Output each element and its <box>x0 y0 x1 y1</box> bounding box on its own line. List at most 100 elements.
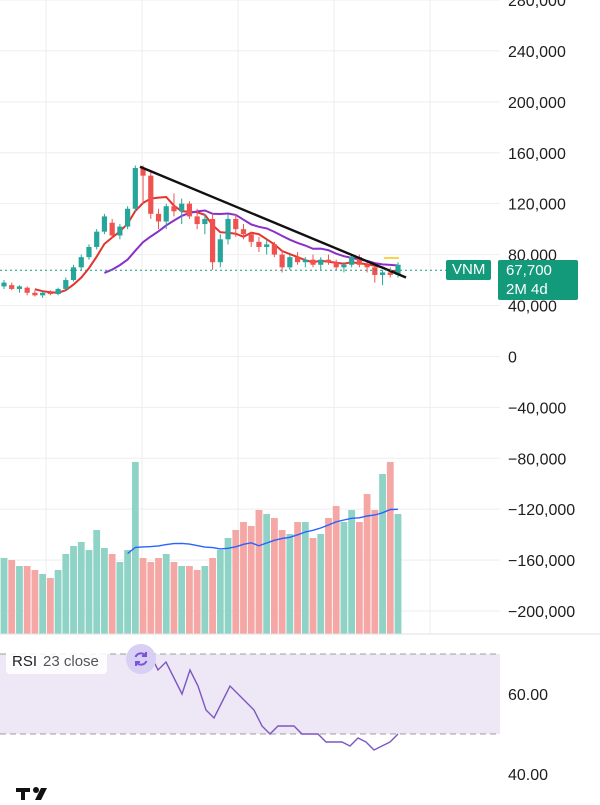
volume-bar <box>371 510 379 634</box>
bar-countdown: 2M 4d <box>506 281 548 298</box>
candle-body <box>233 218 239 230</box>
candle-body <box>155 213 162 222</box>
candle <box>148 170 154 219</box>
candle <box>155 208 162 230</box>
candle-body <box>32 292 38 296</box>
candle <box>240 224 247 240</box>
price-axis-tick: 40,000 <box>508 299 557 316</box>
candle <box>16 285 23 293</box>
candle <box>271 241 277 258</box>
volume-bar <box>232 530 240 634</box>
candle-body <box>379 272 386 275</box>
volume-bar <box>116 562 124 634</box>
candle <box>248 231 254 247</box>
volume-bar <box>286 534 294 634</box>
volume-bar <box>247 526 255 634</box>
candle-body <box>163 206 169 222</box>
candle <box>1 280 7 289</box>
volume-bar <box>332 506 340 634</box>
volume-bar <box>348 510 356 634</box>
volume-bar <box>224 538 232 634</box>
candle <box>132 165 138 212</box>
volume-bar <box>178 566 186 634</box>
price-axis-tick: 200,000 <box>508 95 566 112</box>
candle <box>349 254 355 268</box>
candle-body <box>225 218 231 240</box>
price-axis: 280,000240,000200,000160,000120,00080,00… <box>508 0 575 621</box>
volume-bar <box>0 558 8 634</box>
candle <box>70 264 77 282</box>
candle <box>264 239 270 255</box>
volume-bar <box>255 510 263 634</box>
candle-body <box>179 203 185 212</box>
candle-body <box>240 229 247 235</box>
candle-body <box>9 285 15 289</box>
symbol-tag: VNM <box>446 260 492 280</box>
candle <box>24 286 30 296</box>
candle-body <box>364 264 370 268</box>
candle-body <box>202 218 208 225</box>
candle-body <box>55 288 61 295</box>
candle-body <box>24 287 30 293</box>
volume-bar <box>394 514 402 634</box>
candle <box>202 213 208 235</box>
candle-body <box>310 259 316 265</box>
candle-body <box>148 175 154 214</box>
rsi-params: 23 close <box>43 652 99 670</box>
candle-body <box>325 259 332 263</box>
candle <box>387 267 393 278</box>
rsi-legend[interactable]: RSI 23 close <box>6 648 107 674</box>
volume-bar <box>108 554 116 634</box>
volume-bar <box>93 530 101 634</box>
price-axis-tick: 160,000 <box>508 146 566 163</box>
candle <box>287 254 293 270</box>
volume-bar <box>363 494 371 634</box>
volume-bar <box>155 558 162 634</box>
volume-bars <box>0 462 402 634</box>
price-axis-tick: −160,000 <box>508 553 575 570</box>
candle-body <box>294 257 301 263</box>
candle-body <box>279 254 285 268</box>
candle <box>341 262 347 273</box>
volume-bar <box>162 554 170 634</box>
volume-bar <box>8 560 16 634</box>
rsi-name: RSI <box>12 652 38 670</box>
candle-body <box>40 292 46 296</box>
candle-body <box>341 264 347 268</box>
volume-bar <box>278 530 286 634</box>
last-price-value: 67,700 <box>506 262 552 279</box>
candle <box>63 277 69 291</box>
refresh-icon[interactable] <box>126 644 156 674</box>
price-axis-tick: −40,000 <box>508 400 566 417</box>
candle-body <box>70 267 77 281</box>
candle <box>233 213 239 237</box>
candle-body <box>194 216 200 225</box>
volume-bar <box>147 562 155 634</box>
volume-bar <box>139 558 147 634</box>
candle-body <box>395 264 401 275</box>
volume-bar <box>325 518 332 634</box>
candle-body <box>109 222 115 236</box>
candle <box>140 165 146 204</box>
volume-bar <box>209 558 216 634</box>
candle-body <box>132 168 138 209</box>
price-axis-tick: 280,000 <box>508 0 566 10</box>
volume-bar <box>186 566 193 634</box>
volume-bar <box>124 550 132 634</box>
price-axis-tick: −200,000 <box>508 604 575 621</box>
candle-body <box>217 239 223 263</box>
volume-bar <box>31 570 39 634</box>
candle <box>186 201 193 219</box>
volume-bar <box>46 578 54 634</box>
candle <box>47 290 53 296</box>
candle <box>217 234 223 268</box>
volume-bar <box>193 570 201 634</box>
candle <box>9 282 15 291</box>
candle-body <box>186 203 193 217</box>
candle-body <box>271 244 277 255</box>
candle <box>94 229 100 250</box>
candle <box>279 249 285 273</box>
candle <box>32 290 38 297</box>
rsi-axis-tick: 60.00 <box>508 687 548 704</box>
